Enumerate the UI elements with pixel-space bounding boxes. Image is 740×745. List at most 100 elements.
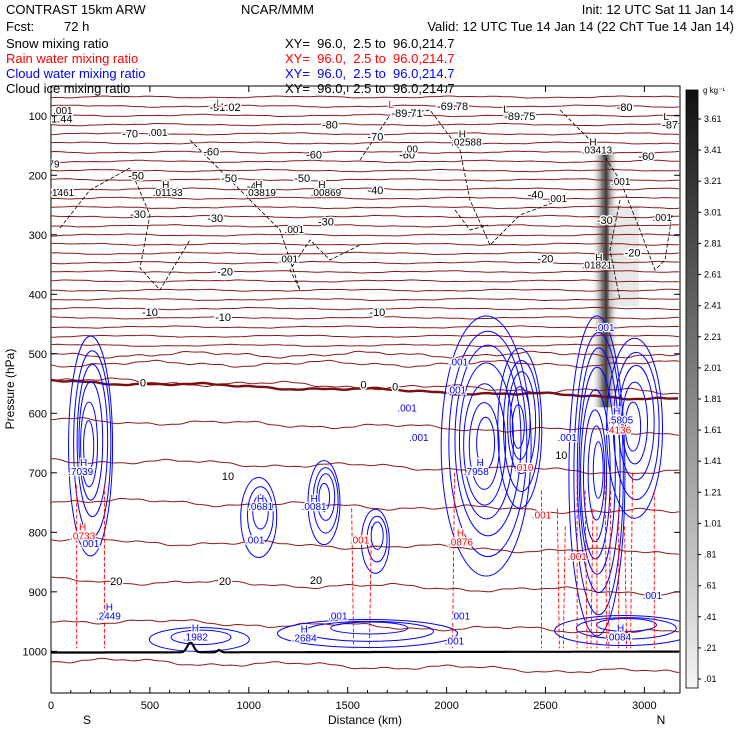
cloud-water-contour: [360, 508, 390, 574]
isotherm-line: [51, 359, 680, 368]
isotherm-label: -10: [215, 312, 231, 324]
colorbar-label: 1.61: [704, 425, 722, 435]
extremum-label: .0084: [606, 632, 631, 643]
isotherm-label: -40: [367, 185, 383, 197]
isotherm-zero-line: [51, 378, 679, 401]
isotherm-label: -20: [625, 248, 641, 260]
extremum-label: H: [477, 458, 484, 469]
rain-water-contour: [590, 508, 594, 649]
isotherm-line: [51, 233, 680, 237]
isotherm-line: [51, 576, 680, 596]
isotherm-label: -89.71: [391, 108, 422, 120]
isotherm-label: -30: [597, 215, 613, 227]
x-tick-label: 2000: [434, 700, 458, 712]
extremum-label: .0081: [302, 502, 327, 513]
endpoint-left: S: [83, 713, 91, 727]
cloud-water-contour: [73, 350, 112, 538]
colorbar-labels: 3.61 3.41 3.21 3.01 2.81 2.61 2.41 2.21 2.01 1.81…: [698, 114, 722, 684]
extremum-label: L: [663, 112, 669, 123]
y-tick-label: 800: [29, 527, 47, 539]
legend: Snow mixing ratio XY= 96.0, 2.5 to 96.0,…: [6, 36, 455, 81]
isotherm-label: -10: [369, 307, 385, 319]
extremum-label: .001: [558, 433, 578, 444]
isotherm-line: [51, 316, 679, 320]
isotherm-label: -30: [318, 217, 334, 229]
isotherm-label: 20: [219, 576, 231, 588]
colorbar-label: 2.41: [704, 301, 722, 311]
cloud-water-contour: [573, 331, 624, 616]
extremum-label: .001: [595, 323, 615, 334]
cloud-water-contour: [80, 401, 99, 488]
extremum-label: .03819: [245, 188, 276, 199]
extremum-label: L: [388, 100, 394, 111]
legend-name-cloud-ice: Cloud ice mixing ratio: [6, 81, 130, 96]
cloud-ice-contours: [59, 109, 673, 301]
cloud-water-contour: [509, 386, 531, 460]
extremum-label: .4136: [606, 425, 631, 436]
colorbar-label: 1.21: [704, 487, 722, 497]
cloud-water-contour: [276, 619, 458, 649]
isotherm-label: -70: [122, 129, 138, 141]
extremum-label: H: [459, 130, 466, 141]
isotherm-line: [51, 178, 679, 182]
cloud-water-contour: [621, 381, 649, 465]
x-tick-label: 1000: [237, 700, 261, 712]
cloud-water-contour: [330, 621, 409, 635]
isotherm-label: -69.78: [437, 101, 468, 113]
extremum-label: L: [56, 106, 62, 117]
colorbar-label: .41: [704, 612, 717, 622]
isotherm-line: [51, 95, 680, 99]
extremum-label: .001: [611, 177, 631, 188]
isotherm-label: -50: [221, 173, 237, 185]
y-tick-label: 700: [29, 468, 47, 480]
extremum-label: .1379: [35, 159, 60, 170]
colorbar-label: 3.61: [704, 114, 722, 124]
isotherm-line: [51, 350, 680, 359]
isotherm-label: 10: [222, 471, 234, 483]
colorbar-label: 1.41: [704, 456, 722, 466]
extremum-label: H: [613, 406, 620, 417]
extremum-label: .001: [80, 539, 100, 550]
cloud-water-contour: [316, 473, 336, 521]
extremum-label: H: [589, 137, 596, 148]
extremum-label: .0876: [448, 537, 473, 548]
y-tick-label: 600: [29, 408, 47, 420]
extremum-label: .0733: [70, 531, 95, 542]
y-tick-label: 400: [29, 289, 47, 301]
isotherm-label: -60: [399, 149, 415, 161]
extremum-label: H: [257, 494, 264, 505]
isotherm-label: -70: [367, 132, 383, 144]
cloud-ice-contour: [359, 109, 561, 246]
rain-water-contour: [584, 490, 588, 649]
cloud-water-contour: [312, 467, 339, 534]
extremum-label: .001: [53, 106, 73, 117]
isotherm-line: [51, 325, 680, 329]
isotherm-line: [51, 458, 680, 475]
extremum-label: H: [310, 494, 317, 505]
extremum-label: .001: [652, 213, 672, 224]
cloud-water-contour: [370, 521, 384, 550]
isotherm-line: [51, 168, 680, 173]
extremum-label: .010: [514, 463, 534, 474]
cloud-water-contour: [307, 460, 341, 546]
cloud-water-contour: [497, 347, 543, 509]
isotherm-label: -50: [294, 173, 310, 185]
extremum-label: .001: [532, 510, 552, 521]
extremum-label: H: [255, 180, 262, 191]
extremum-label: H: [80, 458, 87, 469]
isotherm-line: [51, 132, 680, 136]
isotherm-line: [51, 619, 680, 635]
isotherm-line: [51, 260, 680, 265]
x-tick-label: 3000: [632, 700, 656, 712]
cloud-water-contour: [476, 416, 496, 470]
cloud-water-contour: [582, 409, 608, 543]
rain-water-contour: [630, 472, 633, 649]
extremum-label: .001: [445, 637, 465, 648]
legend-name-cloud-water: Cloud water mixing ratio: [6, 66, 145, 81]
isotherm-line: [51, 214, 679, 219]
isotherm-label: -60: [203, 146, 219, 158]
